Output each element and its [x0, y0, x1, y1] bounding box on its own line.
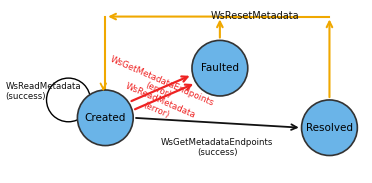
Text: WsGetMetadataEndpoints
(success): WsGetMetadataEndpoints (success) [161, 138, 273, 157]
Circle shape [192, 40, 248, 96]
Text: WsResetMetadata: WsResetMetadata [211, 11, 299, 21]
Text: WsGetMetadataEndpoints
(error): WsGetMetadataEndpoints (error) [105, 55, 215, 117]
Text: Created: Created [84, 113, 126, 123]
Circle shape [302, 100, 357, 156]
Circle shape [77, 90, 133, 146]
Text: Resolved: Resolved [306, 123, 353, 133]
Text: Faulted: Faulted [201, 63, 239, 73]
Text: WsReadMetadata
(success): WsReadMetadata (success) [6, 82, 81, 101]
Text: WsReadMetadata
(error): WsReadMetadata (error) [120, 81, 197, 129]
